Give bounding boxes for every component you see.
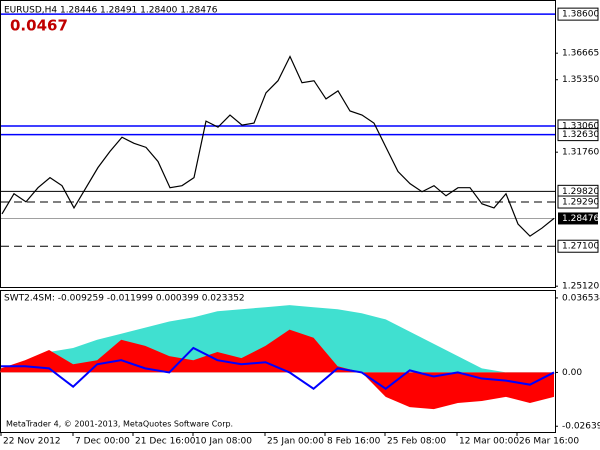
level-label-box <box>557 195 599 209</box>
x-tick-label: 25 Feb 08:00 <box>387 437 446 447</box>
indicator-header: SWT2.4SM: -0.009259 -0.011999 0.000399 0… <box>4 294 245 304</box>
last-price-label: 1.28476 <box>562 214 599 224</box>
last-price-box <box>558 212 598 225</box>
level-label: 1.33060 <box>562 121 599 131</box>
y-tick-label: -0.026397 <box>562 422 600 432</box>
y-tick-label: 0.00 <box>562 368 582 378</box>
watermark: MetaTrader 4, © 2001-2013, MetaQuotes So… <box>6 420 233 429</box>
price-line <box>1 55 555 237</box>
x-tick-label: 26 Mar 16:00 <box>519 437 579 447</box>
level-label: 1.38600 <box>562 10 599 20</box>
level-label: 1.29290 <box>562 198 599 208</box>
x-tick-label: 22 Nov 2012 <box>3 437 61 447</box>
level-label: 1.27100 <box>562 242 599 252</box>
x-tick-label: 21 Dec 16:00 <box>135 437 196 447</box>
spread-value: 0.0467 <box>10 17 68 35</box>
x-tick-label: 25 Jan 00:00 <box>267 437 324 447</box>
x-tick-label: 10 Jan 08:00 <box>195 437 252 447</box>
level-label-box <box>557 128 599 142</box>
x-tick-label: 12 Mar 00:00 <box>459 437 519 447</box>
x-tick-label: 7 Dec 00:00 <box>75 437 130 447</box>
price-frame <box>0 0 556 288</box>
oscillator-area <box>0 329 554 410</box>
x-tick-label: 8 Feb 16:00 <box>327 437 381 447</box>
symbol-header: EURUSD,H4 1.28446 1.28491 1.28400 1.2847… <box>4 6 218 16</box>
level-label: 1.29820 <box>562 187 599 197</box>
y-tick-label: 1.36665 <box>562 49 599 59</box>
level-label-box <box>557 239 599 253</box>
oscillator-line <box>1 346 555 390</box>
y-tick-label: 1.31760 <box>562 148 599 158</box>
level-label-box <box>557 7 599 21</box>
y-tick-label: 1.25120 <box>562 282 599 292</box>
y-tick-label: 1.35350 <box>562 75 599 85</box>
level-label: 1.32630 <box>562 130 599 140</box>
y-tick-label: 0.036534 <box>562 293 600 303</box>
